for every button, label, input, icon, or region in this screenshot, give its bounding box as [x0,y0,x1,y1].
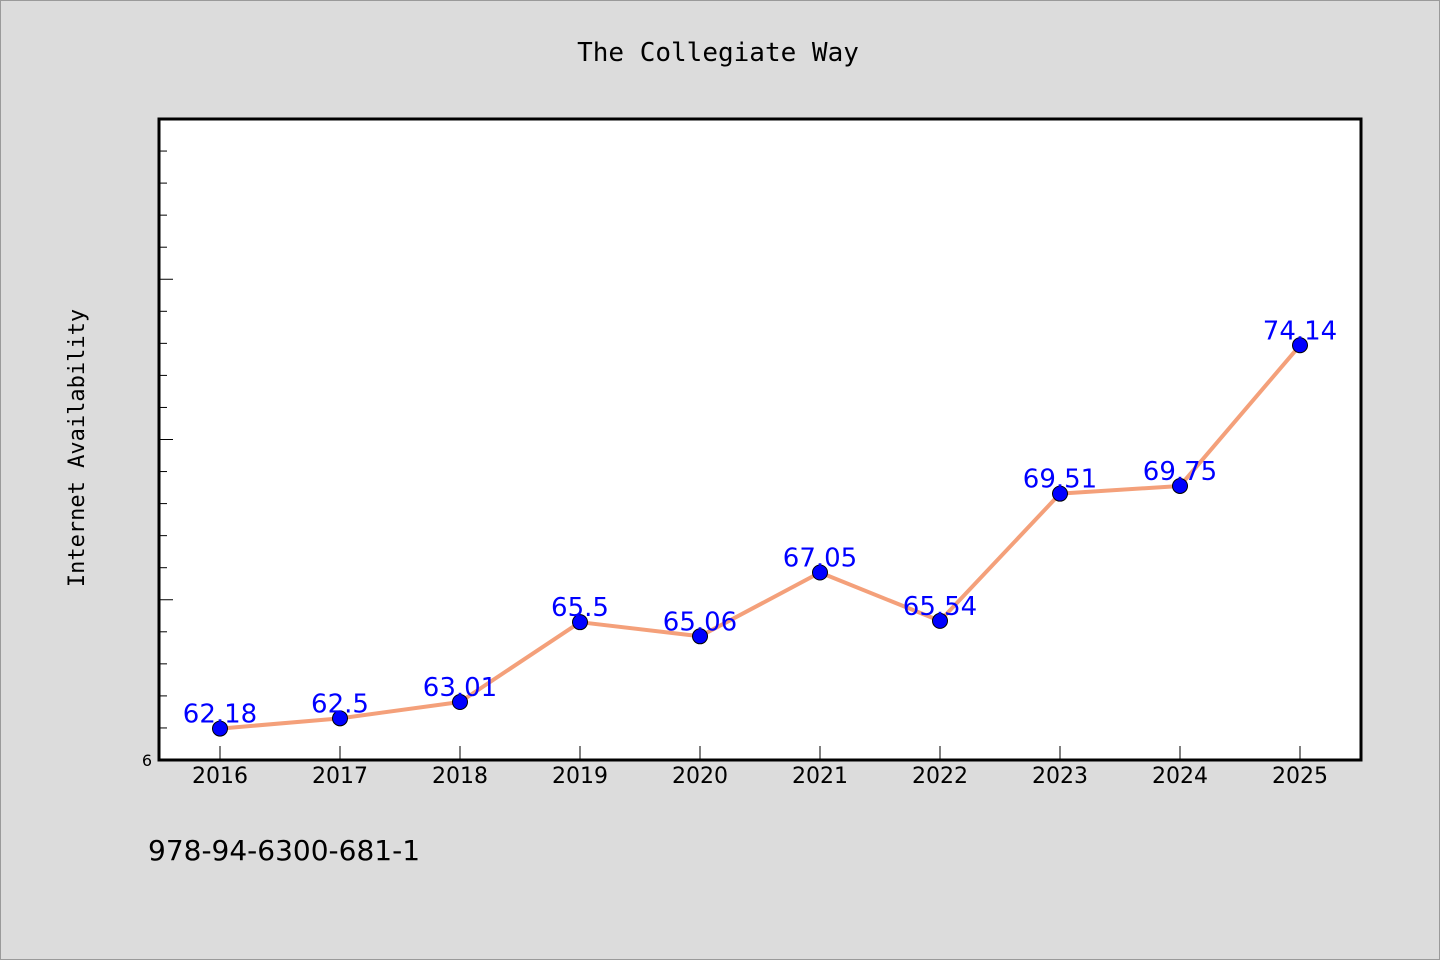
data-point [452,693,468,710]
plot-area [157,117,1363,762]
data-markers-group [212,337,1308,737]
series-line-group [219,343,1302,731]
x-tick-label: 2025 [1272,764,1328,789]
footer-isbn: 978-94-6300-681-1 [148,834,421,867]
data-point [212,720,228,737]
data-label: 63.01 [423,673,497,703]
chart-title: The Collegiate Way [577,38,859,68]
data-point [1292,337,1308,354]
data-point [812,564,828,581]
x-tick-label: 2018 [432,764,488,789]
data-label: 69.75 [1143,457,1217,487]
y-axis-label: Internet Availability [65,309,90,587]
x-tick-label: 2021 [792,764,848,789]
x-tick-label: 2024 [1152,764,1208,789]
data-label: 67.05 [783,544,857,574]
y-tick-label: 6 [142,751,152,770]
series-line [219,343,1302,731]
data-label: 69.51 [1023,465,1097,495]
x-tick-label: 2017 [312,764,368,789]
data-labels-group: 62.18 62.5 63.01 65.5 65.06 67.05 65.54 69.51 69… [183,316,1337,729]
data-label: 65.54 [903,592,977,622]
x-axis-ticks: 2016 2017 2018 2019 2020 2021 2022 2023 2024 2025 [192,746,1328,789]
data-label: 65.5 [551,593,609,623]
data-label: 74.14 [1263,316,1337,346]
x-tick-label: 2019 [552,764,608,789]
y-axis-ticks: 6 [142,150,173,770]
x-tick-label: 2020 [672,764,728,789]
x-tick-label: 2016 [192,764,248,789]
data-label: 62.18 [183,700,257,730]
data-label: 62.5 [311,689,369,719]
data-point [332,710,348,727]
data-point [932,612,948,629]
data-point [692,628,708,645]
data-point [1052,485,1068,502]
x-tick-label: 2023 [1032,764,1088,789]
data-label: 65.06 [663,607,737,637]
data-point [572,614,588,631]
x-tick-label: 2022 [912,764,968,789]
data-point [1172,477,1188,494]
